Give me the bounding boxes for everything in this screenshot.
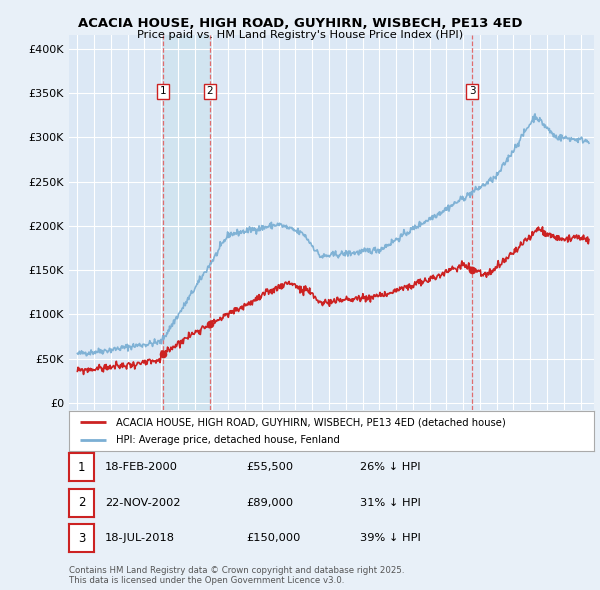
- Text: 31% ↓ HPI: 31% ↓ HPI: [360, 498, 421, 507]
- Text: £55,500: £55,500: [246, 463, 293, 472]
- Text: 22-NOV-2002: 22-NOV-2002: [105, 498, 181, 507]
- Text: 1: 1: [78, 461, 85, 474]
- Text: ACACIA HOUSE, HIGH ROAD, GUYHIRN, WISBECH, PE13 4ED (detached house): ACACIA HOUSE, HIGH ROAD, GUYHIRN, WISBEC…: [116, 417, 506, 427]
- Text: £150,000: £150,000: [246, 533, 301, 543]
- Text: 39% ↓ HPI: 39% ↓ HPI: [360, 533, 421, 543]
- Text: 3: 3: [469, 86, 476, 96]
- Text: 18-JUL-2018: 18-JUL-2018: [105, 533, 175, 543]
- Text: 26% ↓ HPI: 26% ↓ HPI: [360, 463, 421, 472]
- Text: Contains HM Land Registry data © Crown copyright and database right 2025.
This d: Contains HM Land Registry data © Crown c…: [69, 566, 404, 585]
- Text: 18-FEB-2000: 18-FEB-2000: [105, 463, 178, 472]
- Text: 2: 2: [206, 86, 213, 96]
- Text: Price paid vs. HM Land Registry's House Price Index (HPI): Price paid vs. HM Land Registry's House …: [137, 30, 463, 40]
- Text: £89,000: £89,000: [246, 498, 293, 507]
- Text: 3: 3: [78, 532, 85, 545]
- Text: 1: 1: [160, 86, 167, 96]
- Text: HPI: Average price, detached house, Fenland: HPI: Average price, detached house, Fenl…: [116, 435, 340, 445]
- Bar: [163, 35, 210, 410]
- Text: 2: 2: [78, 496, 85, 509]
- Text: ACACIA HOUSE, HIGH ROAD, GUYHIRN, WISBECH, PE13 4ED: ACACIA HOUSE, HIGH ROAD, GUYHIRN, WISBEC…: [78, 17, 522, 30]
